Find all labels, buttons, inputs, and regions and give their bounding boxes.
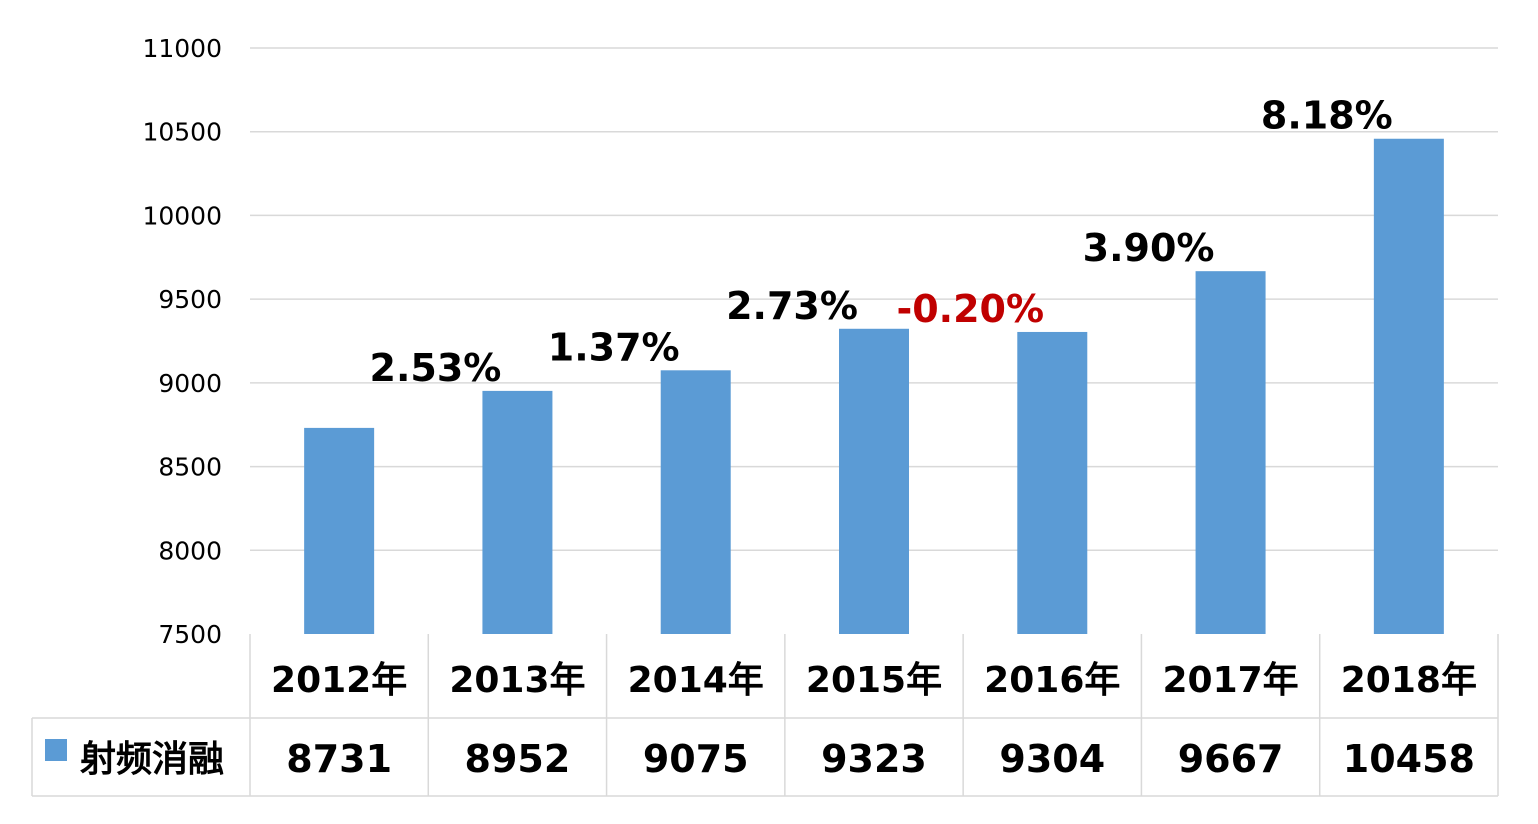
x-category-label: 2013年: [449, 660, 585, 701]
legend-series-name: 射频消融: [80, 739, 224, 780]
growth-label: -0.20%: [896, 287, 1044, 331]
table-value: 9304: [999, 737, 1105, 781]
bar: [1195, 271, 1266, 634]
x-category-label: 2012年: [271, 660, 407, 701]
x-category-label: 2018年: [1341, 660, 1477, 701]
x-category-label: 2017年: [1162, 660, 1298, 701]
x-category-label: 2015年: [806, 660, 942, 701]
table-value: 8952: [465, 737, 571, 781]
y-tick-label: 7500: [158, 620, 222, 649]
bar: [839, 328, 909, 634]
growth-label: 2.73%: [726, 284, 858, 328]
y-axis: 7500 8000 8500 9000 9500 10000 10500 11000: [142, 34, 222, 649]
y-tick-label: 9000: [158, 369, 222, 398]
legend-swatch: [45, 739, 67, 761]
y-tick-label: 10000: [142, 201, 222, 230]
table-value: 9667: [1178, 737, 1284, 781]
y-tick-label: 8500: [158, 453, 222, 482]
bar: [304, 427, 375, 634]
growth-label: 3.90%: [1083, 226, 1215, 270]
growth-label: 2.53%: [370, 346, 502, 390]
bar: [482, 390, 553, 634]
table-value: 9075: [643, 737, 749, 781]
x-category-label: 2016年: [984, 660, 1120, 701]
bar: [1017, 331, 1088, 634]
table-value: 8731: [286, 737, 392, 781]
bar: [1373, 138, 1444, 635]
growth-label: 8.18%: [1261, 94, 1393, 138]
y-tick-label: 8000: [158, 536, 222, 565]
bar: [660, 370, 731, 634]
table-value: 9323: [821, 737, 927, 781]
x-category-label: 2014年: [628, 660, 764, 701]
y-tick-label: 11000: [142, 34, 222, 63]
data-table: 射频消融 2012年 8731 2013年 8952 2014年 9075 2015年 932…: [31, 634, 1499, 797]
table-value: 10458: [1343, 737, 1475, 781]
growth-label: 1.37%: [548, 325, 680, 369]
y-tick-label: 9500: [158, 285, 222, 314]
growth-labels: 2.53% 1.37% 2.73% -0.20% 3.90% 8.18%: [370, 94, 1393, 390]
y-tick-label: 10500: [142, 118, 222, 147]
bars: [304, 138, 1444, 635]
